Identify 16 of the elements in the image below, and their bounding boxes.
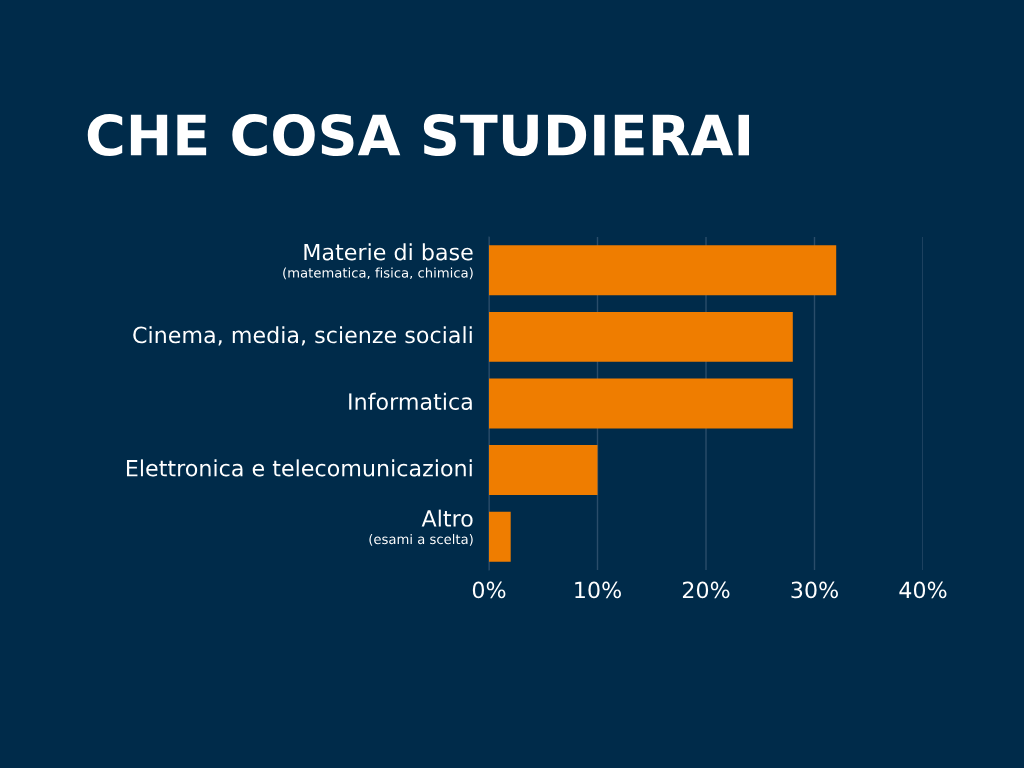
y-tick-label: Altro (esami a scelta): [369, 509, 473, 546]
bar: [489, 311, 793, 362]
x-tick-label: 30%: [791, 581, 838, 599]
bar: [489, 245, 837, 296]
x-tick-label: 0%: [472, 581, 506, 599]
y-tick-label: Informatica: [349, 392, 472, 410]
bar: [489, 378, 793, 429]
chart-title: CHE COSA STUDIERAI: [87, 114, 749, 157]
x-tick-label: 40%: [899, 581, 947, 599]
y-tick-label: Elettronica e telecomunicazioni: [126, 459, 472, 477]
y-tick-label: Materie di base (matematica, fisica, chimica): [283, 243, 473, 280]
bar: [489, 511, 511, 562]
y-tick-label: Cinema, media, scienze sociali: [133, 326, 472, 346]
x-tick-label: 20%: [682, 581, 730, 599]
x-tick-label: 10%: [575, 581, 621, 599]
bar: [489, 445, 598, 496]
